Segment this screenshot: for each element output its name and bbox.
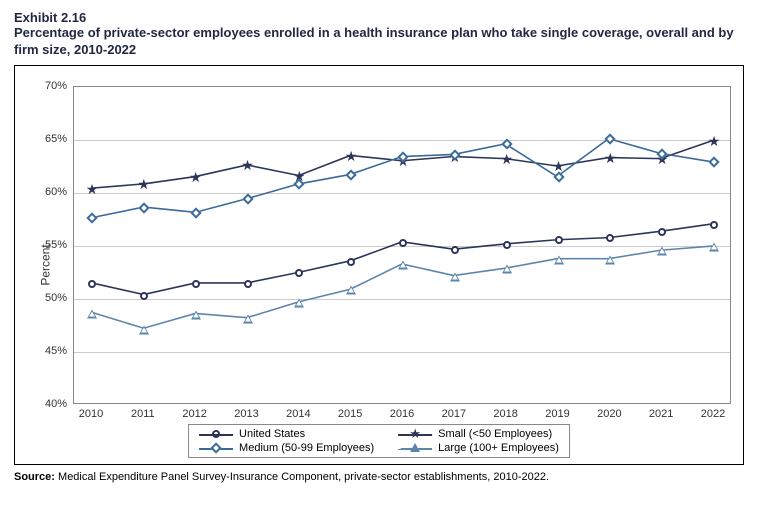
x-tick-label: 2010 bbox=[79, 408, 103, 420]
marker-large bbox=[139, 325, 149, 334]
x-tick-label: 2017 bbox=[442, 408, 466, 420]
marker-large bbox=[709, 242, 719, 251]
series-large bbox=[74, 87, 730, 403]
legend-item-medium: Medium (50-99 Employees) bbox=[199, 442, 374, 454]
y-tick-label: 65% bbox=[45, 133, 67, 145]
marker-large bbox=[502, 265, 512, 274]
source-label: Source: bbox=[14, 471, 55, 483]
x-tick-label: 2019 bbox=[545, 408, 569, 420]
x-tick-label: 2020 bbox=[597, 408, 621, 420]
exhibit-number: Exhibit 2.16 bbox=[14, 10, 744, 25]
x-tick-label: 2012 bbox=[182, 408, 206, 420]
marker-large bbox=[243, 314, 253, 323]
marker-large bbox=[554, 255, 564, 264]
legend-item-small: ★ Small (<50 Employees) bbox=[398, 428, 559, 440]
legend-label: Medium (50-99 Employees) bbox=[239, 442, 374, 454]
x-tick-label: 2018 bbox=[493, 408, 517, 420]
legend-label: United States bbox=[239, 428, 305, 440]
source-text: Medical Expenditure Panel Survey-Insuran… bbox=[55, 471, 549, 483]
legend-label: Small (<50 Employees) bbox=[438, 428, 552, 440]
x-tick-label: 2021 bbox=[649, 408, 673, 420]
legend-swatch bbox=[199, 428, 233, 440]
source-line: Source: Medical Expenditure Panel Survey… bbox=[14, 471, 744, 483]
plot-area: ★★★★★★★★★★★★★ bbox=[73, 86, 731, 404]
chart-header: Exhibit 2.16 Percentage of private-secto… bbox=[14, 10, 744, 59]
legend: United States ★ Small (<50 Employees) Mediu… bbox=[188, 424, 570, 458]
marker-large bbox=[398, 260, 408, 269]
marker-large bbox=[657, 247, 667, 256]
x-tick-label: 2015 bbox=[338, 408, 362, 420]
legend-swatch bbox=[398, 442, 432, 454]
y-tick-label: 60% bbox=[45, 186, 67, 198]
exhibit-title: Percentage of private-sector employees e… bbox=[14, 25, 744, 59]
x-tick-label: 2016 bbox=[390, 408, 414, 420]
legend-swatch: ★ bbox=[398, 428, 432, 440]
marker-large bbox=[605, 255, 615, 264]
legend-item-large: Large (100+ Employees) bbox=[398, 442, 559, 454]
y-tick-label: 70% bbox=[45, 80, 67, 92]
marker-large bbox=[294, 299, 304, 308]
legend-label: Large (100+ Employees) bbox=[438, 442, 559, 454]
x-tick-label: 2014 bbox=[286, 408, 310, 420]
legend-item-us: United States bbox=[199, 428, 374, 440]
marker-large bbox=[346, 286, 356, 295]
x-tick-label: 2022 bbox=[701, 408, 725, 420]
x-tick-label: 2011 bbox=[131, 408, 155, 420]
y-tick-label: 55% bbox=[45, 239, 67, 251]
x-tick-label: 2013 bbox=[234, 408, 258, 420]
legend-swatch bbox=[199, 442, 233, 454]
marker-large bbox=[450, 272, 460, 281]
y-tick-label: 40% bbox=[45, 398, 67, 410]
y-tick-label: 45% bbox=[45, 345, 67, 357]
marker-large bbox=[191, 310, 201, 319]
y-tick-label: 50% bbox=[45, 292, 67, 304]
chart-container: Percent ★★★★★★★★★★★★★ United States★Smal… bbox=[14, 65, 744, 465]
marker-large bbox=[87, 309, 97, 318]
